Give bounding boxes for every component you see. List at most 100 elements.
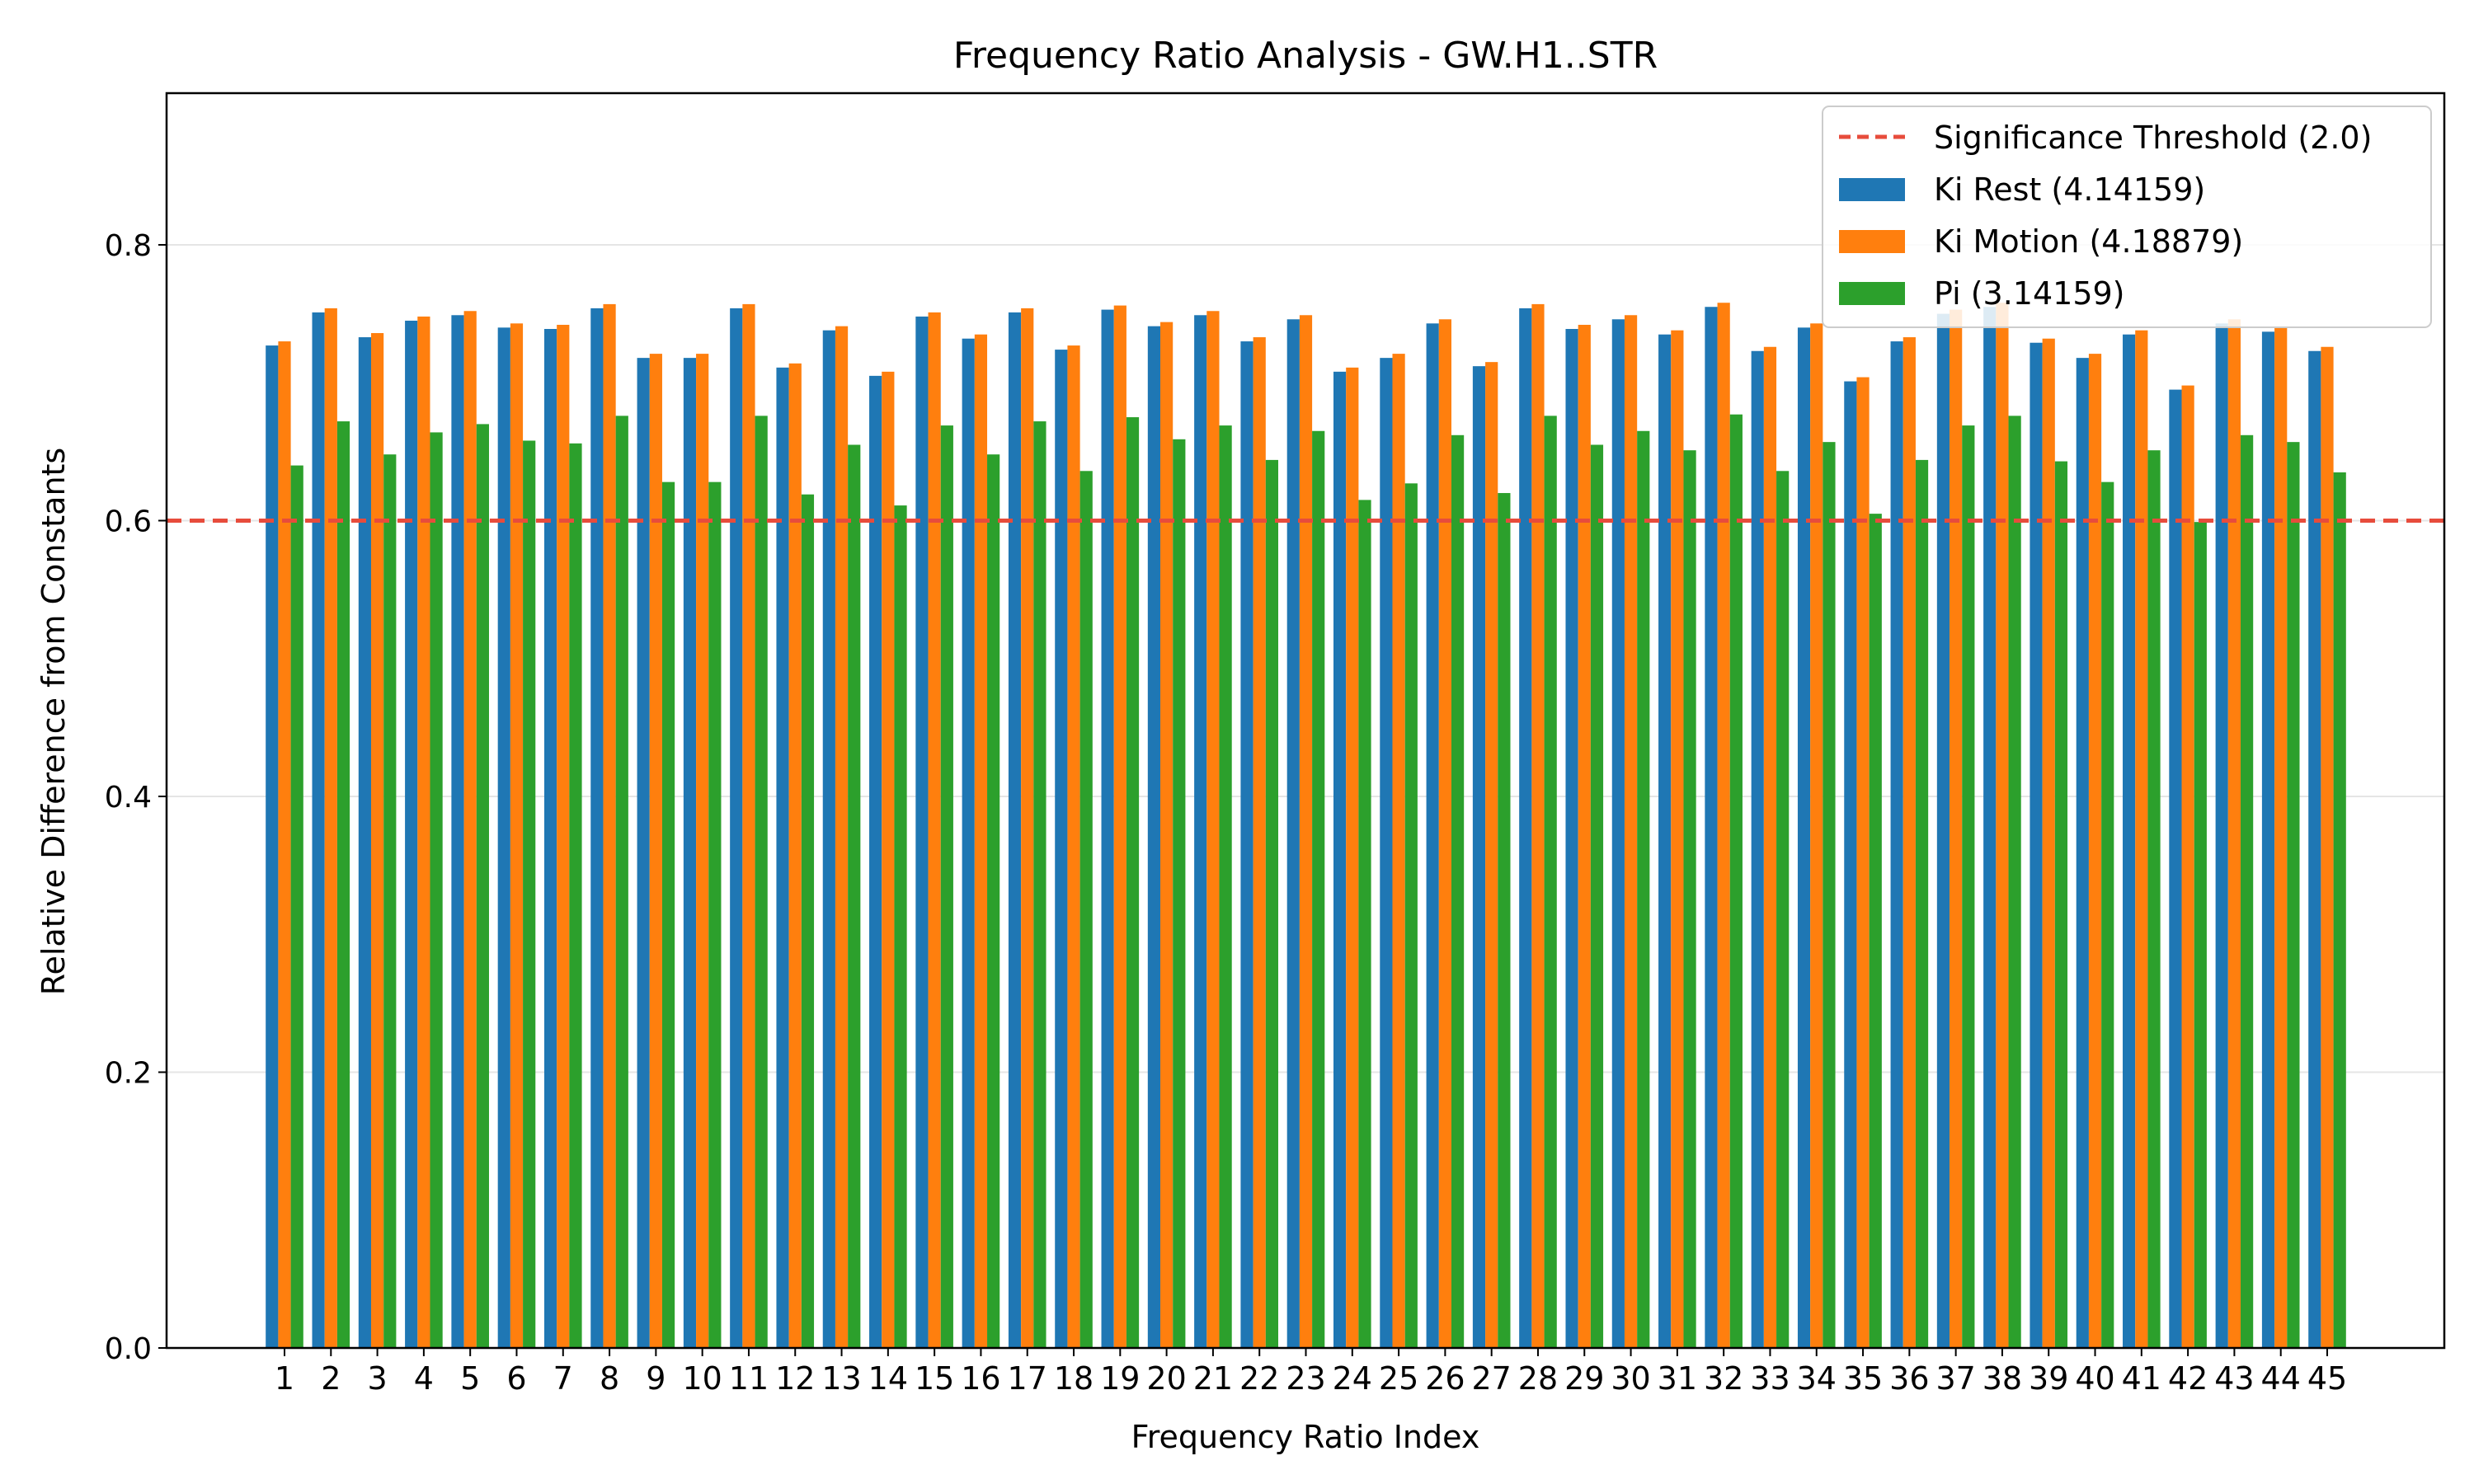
bar-ki-rest (1565, 329, 1578, 1348)
bar-pi (1126, 417, 1140, 1348)
x-tick-label: 17 (1008, 1360, 1047, 1397)
bar-ki-rest (1240, 341, 1253, 1348)
bar-pi (2241, 434, 2254, 1348)
x-tick-label: 15 (915, 1360, 954, 1397)
bar-ki-rest (1008, 312, 1022, 1348)
bar-ki-rest (1611, 319, 1625, 1349)
x-tick-label: 36 (1889, 1360, 1929, 1397)
bar-ki-rest (1194, 315, 1207, 1349)
bar-ki-motion (2181, 385, 2194, 1349)
bar-pi (1869, 514, 1882, 1348)
x-tick-label: 41 (2122, 1360, 2161, 1397)
x-tick-label: 37 (1935, 1360, 1975, 1397)
bar-ki-rest (1936, 313, 1950, 1349)
x-tick-label: 31 (1658, 1360, 1697, 1397)
x-tick-label: 29 (1564, 1360, 1604, 1397)
bar-ki-rest (497, 327, 510, 1348)
bar-ki-motion (1253, 337, 1266, 1348)
bar-ki-motion (2088, 354, 2102, 1349)
bar-pi (2008, 416, 2021, 1348)
bar-pi (1590, 444, 1604, 1348)
bar-ki-motion (2042, 338, 2055, 1348)
bar-pi (569, 443, 582, 1348)
legend-label-ki-rest: Ki Rest (4.14159) (1934, 171, 2205, 208)
bar-ki-motion (463, 311, 477, 1349)
bar-ki-motion (882, 371, 895, 1348)
bar-ki-rest (1658, 334, 1672, 1348)
bar-ki-motion (1578, 324, 1591, 1348)
bar-ki-motion (1717, 303, 1730, 1349)
x-tick-label: 6 (506, 1360, 526, 1397)
bar-ki-motion (557, 324, 570, 1348)
bar-pi (801, 494, 815, 1348)
bar-pi (1637, 430, 1650, 1348)
bar-ki-rest (405, 320, 418, 1348)
x-tick-label: 42 (2168, 1360, 2208, 1397)
bar-pi (2101, 481, 2114, 1348)
x-tick-label: 19 (1100, 1360, 1140, 1397)
bar-ki-motion (2274, 327, 2288, 1348)
legend-label-ki-motion: Ki Motion (4.18879) (1934, 223, 2243, 260)
x-tick-label: 43 (2214, 1360, 2254, 1397)
bars (266, 303, 2346, 1349)
bar-ki-rest (2076, 358, 2089, 1349)
bar-ki-motion (835, 326, 849, 1349)
x-tick-label: 3 (367, 1360, 387, 1397)
bar-pi (2194, 522, 2207, 1348)
bar-pi (1498, 493, 1511, 1348)
bar-ki-rest (358, 337, 371, 1348)
bar-pi (1033, 421, 1047, 1348)
bar-pi (940, 425, 953, 1348)
bar-ki-rest (2169, 389, 2182, 1349)
bar-ki-motion (928, 312, 941, 1348)
bar-ki-motion (278, 341, 291, 1348)
bar-ki-motion (1903, 337, 1916, 1348)
bar-ki-motion (1113, 305, 1126, 1349)
y-tick-label: 0.8 (105, 229, 152, 263)
bar-ki-rest (312, 312, 325, 1348)
x-tick-label: 33 (1750, 1360, 1790, 1397)
bar-pi (1358, 500, 1371, 1348)
bar-pi (1079, 471, 1093, 1349)
bar-ki-motion (1299, 315, 1313, 1349)
x-axis-label: Frequency Ratio Index (1131, 1419, 1480, 1455)
bar-ki-rest (776, 367, 789, 1348)
x-tick-label: 16 (961, 1360, 1000, 1397)
bar-ki-motion (788, 363, 802, 1348)
bar-ki-rest (2215, 323, 2228, 1349)
bar-ki-rest (543, 329, 557, 1348)
bar-ki-motion (1485, 362, 1498, 1349)
legend-swatch-ki-rest (1839, 178, 1905, 201)
bar-ki-rest (1797, 327, 1811, 1348)
bar-pi (894, 505, 907, 1348)
bar-ki-rest (730, 308, 743, 1348)
y-tick-label: 0.6 (105, 505, 152, 538)
bar-ki-rest (1890, 341, 1903, 1348)
x-tick-label: 20 (1146, 1360, 1186, 1397)
bar-pi (383, 454, 397, 1349)
bar-ki-rest (1101, 309, 1114, 1349)
legend-label-pi: Pi (3.14159) (1934, 275, 2125, 312)
y-axis-ticks: 0.0 0.2 0.4 0.6 0.8 (105, 229, 167, 1366)
x-tick-label: 10 (682, 1360, 722, 1397)
bar-ki-rest (2030, 342, 2043, 1348)
bar-ki-motion (1346, 367, 1359, 1348)
bar-pi (755, 416, 768, 1348)
bar-pi (430, 432, 443, 1348)
bar-ki-motion (2227, 319, 2241, 1349)
bar-pi (336, 421, 350, 1348)
bar-pi (1729, 414, 1743, 1348)
x-tick-label: 30 (1611, 1360, 1650, 1397)
x-tick-label: 8 (600, 1360, 619, 1397)
bar-pi (2054, 461, 2068, 1348)
legend-swatch-ki-motion (1839, 230, 1905, 253)
bar-ki-motion (1392, 354, 1405, 1349)
bar-ki-rest (451, 315, 464, 1349)
bar-pi (476, 424, 489, 1348)
x-tick-label: 44 (2261, 1360, 2301, 1397)
bar-ki-motion (1996, 303, 2009, 1349)
bar-ki-motion (603, 303, 616, 1348)
bar-ki-rest (266, 345, 279, 1349)
chart-title: Frequency Ratio Analysis - GW.H1..STR (953, 35, 1658, 77)
